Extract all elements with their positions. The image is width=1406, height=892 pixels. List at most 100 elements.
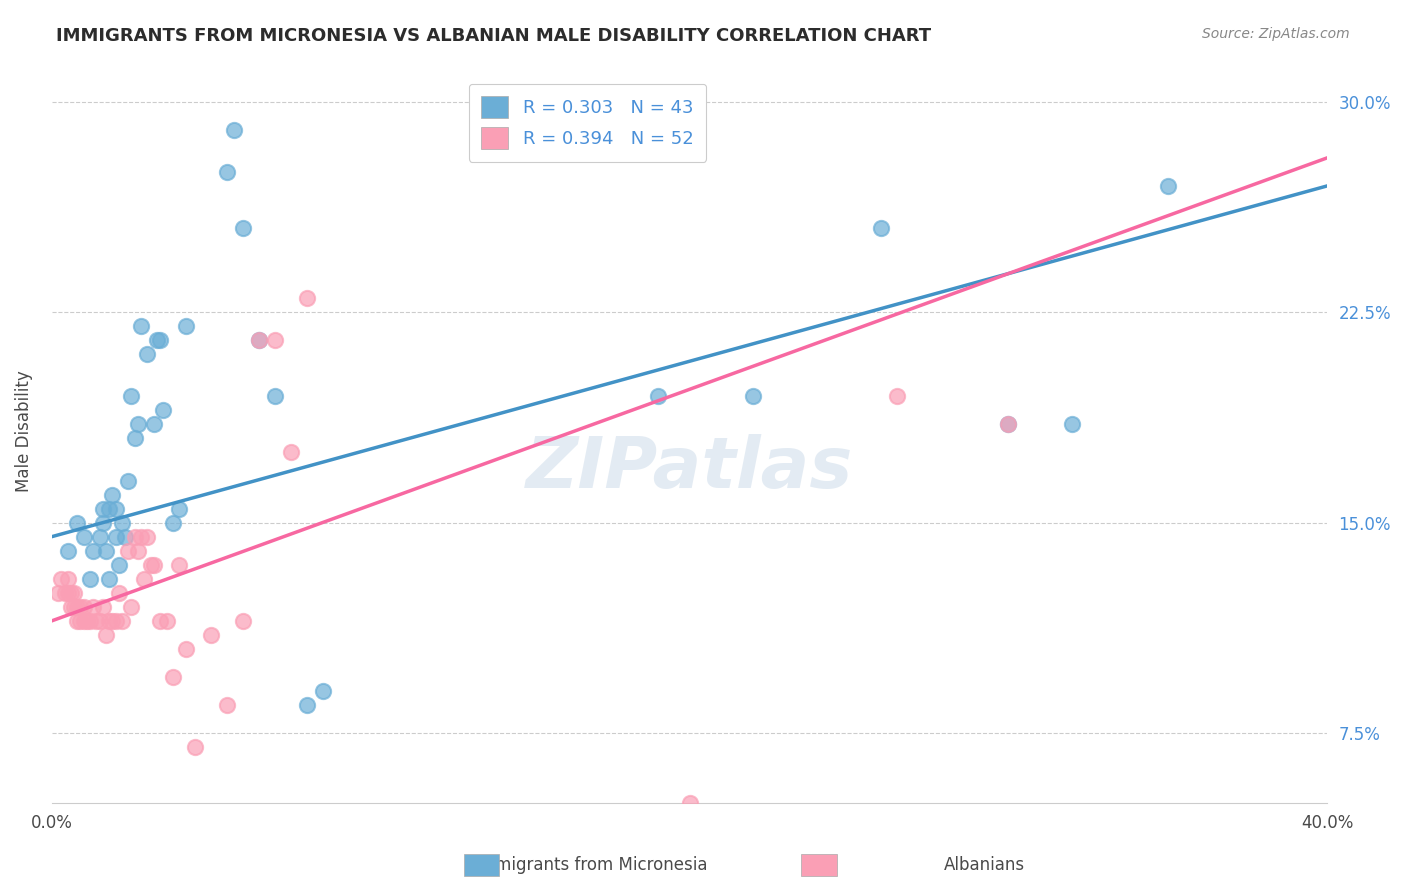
Point [222, 122, 245, 136]
Point [174, 642, 197, 657]
Point [184, 740, 207, 755]
Point [69, 614, 91, 628]
Point [79, 614, 101, 628]
Point [169, 501, 191, 516]
Point [104, 501, 127, 516]
Point [66, 614, 89, 628]
Point [155, 614, 177, 628]
Point [86, 614, 108, 628]
Point [886, 389, 908, 403]
Point [142, 417, 165, 432]
Y-axis label: Male Disability: Male Disability [15, 370, 32, 492]
Text: IMMIGRANTS FROM MICRONESIA VS ALBANIAN MALE DISABILITY CORRELATION CHART: IMMIGRANTS FROM MICRONESIA VS ALBANIAN M… [56, 27, 931, 45]
Point [72, 530, 94, 544]
Point [742, 389, 765, 403]
Point [63, 599, 86, 614]
Point [117, 543, 139, 558]
Point [79, 572, 101, 586]
Point [98, 501, 121, 516]
Point [69, 599, 91, 614]
Point [247, 333, 270, 347]
Point [101, 487, 124, 501]
Point [869, 221, 891, 235]
Text: ZIPatlas: ZIPatlas [526, 434, 853, 503]
Point [997, 417, 1019, 432]
Point [678, 797, 700, 811]
Point [127, 543, 149, 558]
Point [280, 445, 302, 459]
Point [149, 614, 172, 628]
Point [217, 165, 239, 179]
Point [247, 333, 270, 347]
Point [162, 516, 184, 530]
Point [136, 530, 159, 544]
Point [101, 614, 124, 628]
Point [63, 586, 86, 600]
Point [51, 572, 73, 586]
Point [66, 599, 89, 614]
Point [152, 403, 174, 417]
Point [200, 628, 222, 642]
Text: Albanians: Albanians [943, 856, 1025, 874]
Point [124, 432, 146, 446]
Point [129, 319, 152, 334]
Point [104, 530, 127, 544]
Point [59, 586, 82, 600]
Point [169, 558, 191, 572]
Point [91, 501, 114, 516]
Point [107, 586, 129, 600]
Point [98, 572, 121, 586]
Point [107, 558, 129, 572]
Point [127, 417, 149, 432]
Point [217, 698, 239, 712]
Point [53, 586, 76, 600]
Point [146, 333, 169, 347]
Point [89, 530, 111, 544]
Point [98, 614, 121, 628]
Point [56, 572, 79, 586]
Point [72, 614, 94, 628]
Point [94, 628, 117, 642]
Point [121, 599, 143, 614]
Point [56, 586, 79, 600]
Point [149, 333, 172, 347]
Point [264, 333, 287, 347]
Point [117, 474, 139, 488]
Point [174, 319, 197, 334]
Point [295, 291, 318, 305]
Point [136, 347, 159, 361]
Point [66, 516, 89, 530]
Text: Immigrants from Micronesia: Immigrants from Micronesia [474, 856, 707, 874]
Point [142, 558, 165, 572]
Point [647, 389, 669, 403]
Point [82, 599, 104, 614]
Point [997, 417, 1019, 432]
Point [1157, 178, 1180, 193]
Point [124, 530, 146, 544]
Point [312, 684, 335, 698]
Point [232, 221, 254, 235]
Legend: R = 0.303   N = 43, R = 0.394   N = 52: R = 0.303 N = 43, R = 0.394 N = 52 [468, 84, 706, 161]
Point [111, 614, 134, 628]
Point [134, 572, 156, 586]
Point [82, 543, 104, 558]
Point [121, 389, 143, 403]
Point [162, 670, 184, 684]
Point [91, 599, 114, 614]
Point [295, 698, 318, 712]
Point [46, 586, 69, 600]
Text: Source: ZipAtlas.com: Source: ZipAtlas.com [1202, 27, 1350, 41]
Point [56, 543, 79, 558]
Point [114, 530, 136, 544]
Point [91, 516, 114, 530]
Point [104, 614, 127, 628]
Point [139, 558, 162, 572]
Point [264, 389, 287, 403]
Point [94, 543, 117, 558]
Point [111, 516, 134, 530]
Point [76, 614, 98, 628]
Point [1062, 417, 1084, 432]
Point [59, 599, 82, 614]
Point [129, 530, 152, 544]
Point [72, 599, 94, 614]
